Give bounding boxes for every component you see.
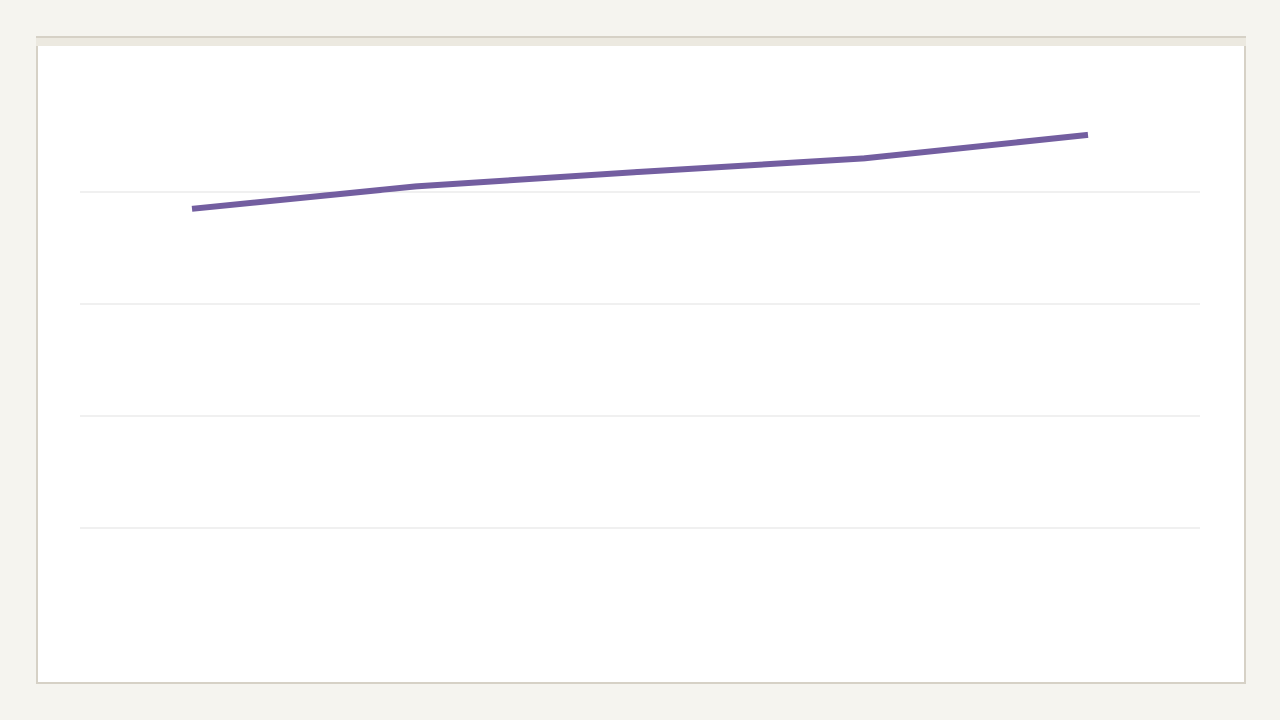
chart-card: [36, 36, 1246, 684]
line: [191, 131, 1089, 212]
card-header: [36, 36, 1246, 46]
